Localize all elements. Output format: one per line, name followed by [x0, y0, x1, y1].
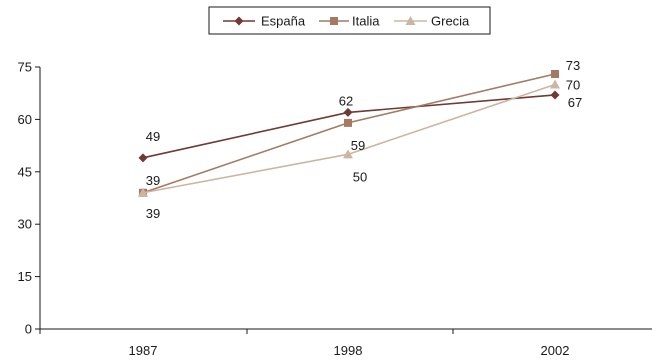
data-label-italia: 39: [146, 173, 160, 188]
y-tick-label: 15: [18, 269, 32, 284]
x-tick-label: 1987: [129, 343, 158, 358]
series-italia: [139, 69, 559, 197]
data-label-espana: 62: [339, 93, 353, 108]
series-layer: [138, 69, 560, 197]
legend-marker-italia: [330, 17, 338, 25]
y-tick-label: 60: [18, 112, 32, 127]
y-tick-label: 75: [18, 60, 32, 75]
legend-item-espana: España: [223, 14, 306, 29]
series-line-italia: [142, 73, 556, 194]
legend-label-espana: España: [261, 14, 306, 29]
x-tick-label: 2002: [541, 343, 570, 358]
legend-label-italia: Italia: [352, 14, 380, 29]
legend-item-grecia: Grecia: [394, 14, 470, 29]
data-point-italia: [551, 69, 559, 78]
series-grecia: [138, 79, 560, 197]
legend-item-italia: Italia: [319, 14, 380, 29]
axes: 0 15 30 45 60 75 1987 1998 2002: [18, 60, 652, 358]
data-point-grecia: [550, 79, 560, 89]
data-label-espana: 49: [146, 129, 160, 144]
data-point-espana: [550, 90, 560, 100]
data-label-grecia: 50: [353, 169, 367, 184]
y-tick-label: 0: [25, 322, 32, 337]
legend: España Italia Grecia: [208, 6, 491, 35]
data-point-grecia: [343, 149, 353, 159]
data-label-italia: 73: [566, 58, 580, 73]
legend-box: [208, 6, 491, 35]
y-tick-label: 30: [18, 217, 32, 232]
data-point-grecia: [138, 187, 148, 197]
data-label-grecia: 39: [146, 206, 160, 221]
data-point-italia: [344, 118, 352, 127]
data-label-espana: 67: [568, 95, 582, 110]
legend-label-grecia: Grecia: [431, 14, 470, 29]
x-tick-label: 1998: [334, 343, 363, 358]
y-tick-label: 45: [18, 164, 32, 179]
data-label-italia: 59: [351, 138, 365, 153]
data-labels: 49 62 67 39 59 73 39 50 70: [146, 58, 582, 221]
data-point-espana: [138, 153, 148, 163]
series-espana: [138, 90, 560, 163]
data-point-espana: [343, 107, 353, 117]
legend-marker-espana: [234, 16, 244, 26]
legend-marker-grecia: [405, 16, 416, 25]
data-label-grecia: 70: [566, 77, 580, 92]
